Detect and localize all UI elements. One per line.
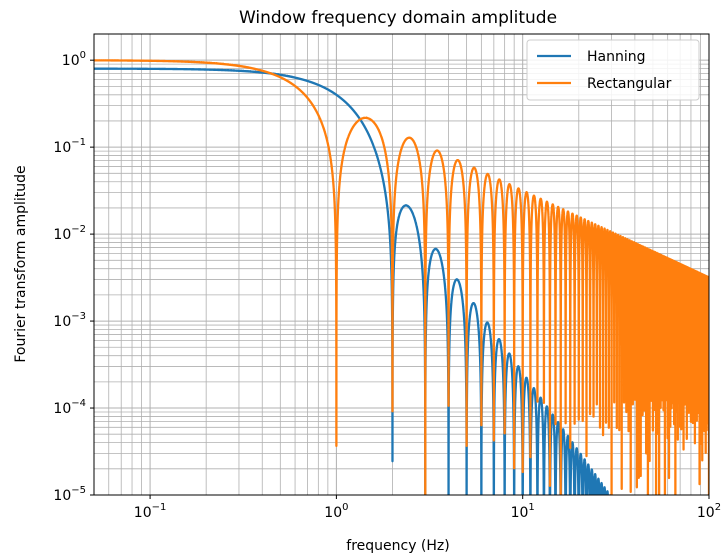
y-tick-label: 10−1 [53,137,86,156]
series-line-rectangular [94,59,709,495]
x-tick-label: 102 [697,502,721,521]
y-axis-ticks: 10−5 10−4 10−3 10−2 10−1 100 [53,50,94,504]
y-tick-label: 10−4 [53,398,86,417]
y-tick-label: 10−5 [53,485,86,504]
legend: Hanning Rectangular [526,39,700,101]
plot-lines [94,59,709,495]
legend-label-rectangular: Rectangular [587,76,672,92]
y-tick-label: 10−2 [53,224,86,243]
legend-label-hanning: Hanning [587,49,646,65]
y-tick-label: 10−3 [53,311,86,330]
chart-title: Window frequency domain amplitude [239,8,557,28]
x-tick-label: 100 [324,502,348,521]
y-tick-label: 100 [62,50,86,69]
x-axis-label: frequency (Hz) [346,538,449,554]
x-axis-ticks: 10−1 100 101 102 [134,495,721,521]
plot-frame [93,33,710,496]
series-line-hanning [94,67,612,495]
x-tick-label: 10−1 [134,502,167,521]
x-tick-label: 101 [511,502,535,521]
y-axis-label: Fourier transform amplitude [13,165,29,362]
